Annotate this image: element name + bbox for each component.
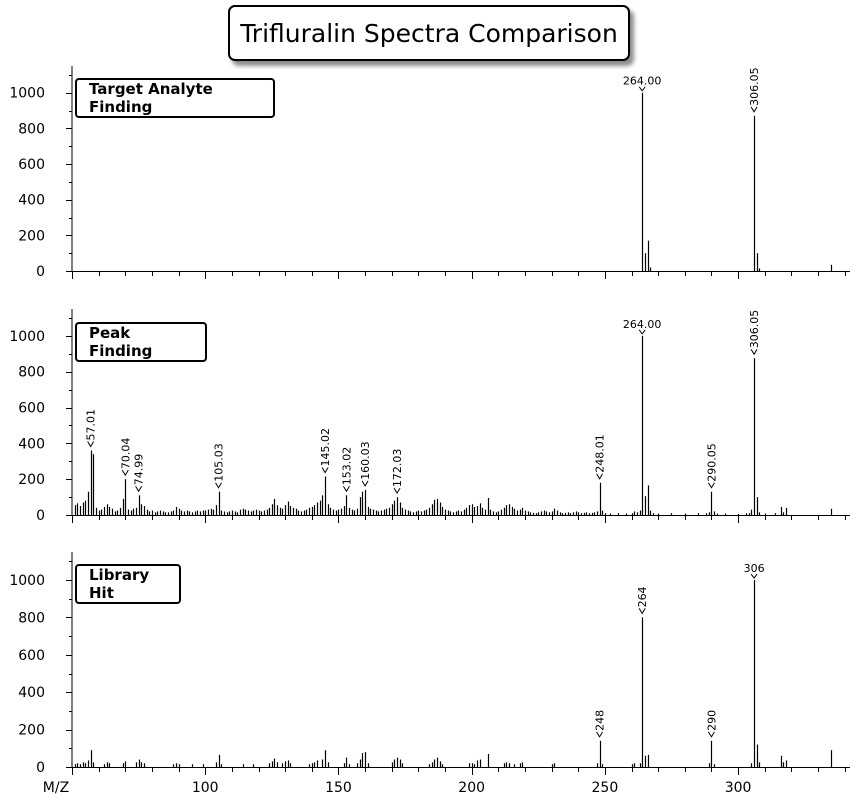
x-tick-label: 300 bbox=[725, 780, 752, 796]
panel-label-target-analyte-finding: Target Analyte Finding bbox=[75, 78, 275, 118]
peak-marker bbox=[638, 608, 646, 615]
peak-marker bbox=[596, 731, 603, 738]
y-tick-label: 400 bbox=[18, 193, 45, 209]
y-tick-label: 0 bbox=[36, 508, 45, 524]
peak-label: 248 bbox=[594, 710, 607, 731]
y-tick-label: 400 bbox=[18, 685, 45, 701]
peak-label: 306 bbox=[744, 562, 765, 575]
peak-label: 74.99 bbox=[133, 454, 146, 486]
peak-label: 290 bbox=[705, 710, 718, 731]
panel-label-peak-finding: Peak Finding bbox=[75, 322, 207, 362]
x-tick-label: 150 bbox=[325, 780, 352, 796]
peak-marker bbox=[343, 486, 350, 493]
peak-label: 105.03 bbox=[213, 443, 226, 482]
peak-marker bbox=[750, 349, 758, 356]
y-tick-label: 1000 bbox=[9, 329, 45, 345]
y-tick-label: 400 bbox=[18, 436, 45, 452]
peak-marker bbox=[750, 106, 758, 113]
panel-label-text: Target Analyte Finding bbox=[89, 80, 213, 116]
panel-label-text: Peak Finding bbox=[89, 324, 153, 360]
y-tick-label: 1000 bbox=[9, 86, 45, 102]
y-tick-label: 800 bbox=[18, 610, 45, 626]
y-tick-label: 800 bbox=[18, 365, 45, 381]
x-tick-label: 200 bbox=[458, 780, 485, 796]
peak-marker bbox=[215, 482, 222, 489]
peak-marker bbox=[361, 480, 369, 487]
x-axis-label: M/Z bbox=[43, 780, 69, 796]
y-tick-label: 200 bbox=[18, 472, 45, 488]
panel-label-library-hit: Library Hit bbox=[75, 564, 181, 604]
peak-marker bbox=[321, 467, 329, 474]
peak-label: 57.01 bbox=[85, 409, 98, 441]
x-tick-label: 250 bbox=[592, 780, 619, 796]
y-tick-label: 600 bbox=[18, 157, 45, 173]
peak-label: 248.01 bbox=[594, 434, 607, 473]
y-tick-label: 200 bbox=[18, 228, 45, 244]
peak-marker bbox=[596, 473, 603, 480]
peak-marker bbox=[638, 86, 646, 92]
peak-label: 306.05 bbox=[748, 67, 761, 106]
y-tick-label: 0 bbox=[36, 264, 45, 280]
y-tick-label: 600 bbox=[18, 401, 45, 417]
peak-marker bbox=[393, 487, 401, 495]
panel-label-text: Library Hit bbox=[89, 566, 150, 602]
peak-label: 172.03 bbox=[391, 449, 404, 488]
peak-marker bbox=[87, 441, 95, 448]
peak-marker bbox=[121, 469, 129, 477]
peak-label: 145.02 bbox=[319, 428, 332, 467]
y-tick-label: 600 bbox=[18, 648, 45, 664]
x-tick-label: 100 bbox=[192, 780, 219, 796]
chart-title: Trifluralin Spectra Comparison bbox=[240, 18, 618, 48]
peak-marker bbox=[638, 329, 646, 335]
peak-label: 153.02 bbox=[340, 447, 353, 486]
peak-label: 264.00 bbox=[623, 75, 662, 88]
y-tick-label: 200 bbox=[18, 723, 45, 739]
y-tick-label: 800 bbox=[18, 121, 45, 137]
chart-title-box: Trifluralin Spectra Comparison bbox=[228, 5, 630, 61]
peak-label: 306.05 bbox=[748, 310, 761, 349]
peak-marker bbox=[135, 486, 143, 493]
peak-label: 264 bbox=[636, 586, 649, 607]
peak-label: 70.04 bbox=[119, 438, 132, 470]
peak-marker bbox=[708, 482, 715, 489]
peak-marker bbox=[708, 731, 715, 738]
peak-label: 290.05 bbox=[705, 443, 718, 482]
y-tick-label: 0 bbox=[36, 760, 45, 776]
peak-label: 160.03 bbox=[359, 441, 372, 480]
peak-label: 264.00 bbox=[623, 318, 662, 331]
peak-marker bbox=[750, 573, 758, 579]
y-tick-label: 1000 bbox=[9, 573, 45, 589]
